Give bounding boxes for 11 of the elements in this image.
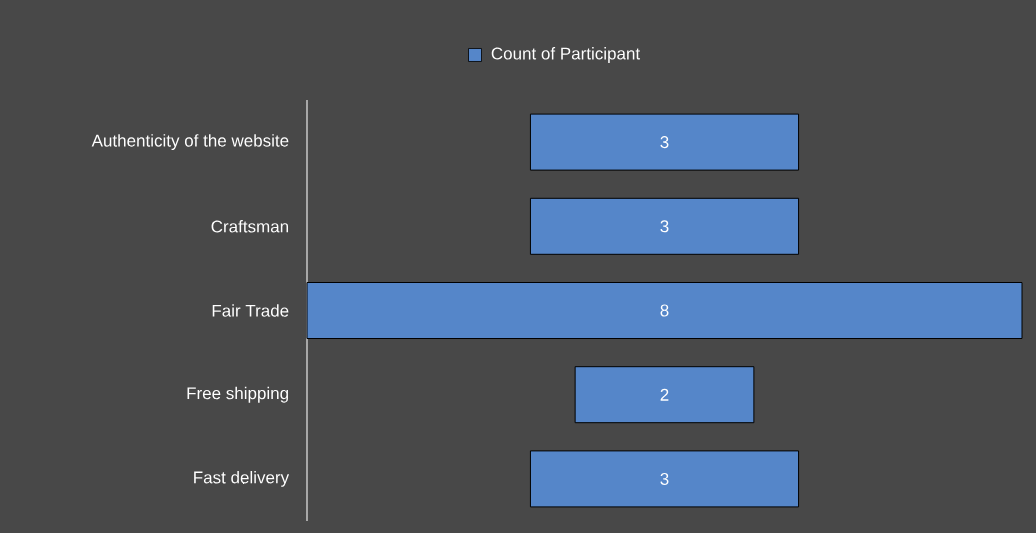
category-label: Authenticity of the website xyxy=(91,134,289,151)
category-label: Fair Trade xyxy=(212,304,289,317)
data-label: 3 xyxy=(660,136,669,149)
category-label: Free shipping xyxy=(187,386,289,403)
data-label: 8 xyxy=(660,304,669,317)
legend-label: Count of Participant xyxy=(491,47,641,63)
category-label: Craftsman xyxy=(211,220,289,233)
data-label: 2 xyxy=(660,388,669,401)
data-label: 3 xyxy=(660,472,669,485)
category-label: Fast delivery xyxy=(194,470,290,487)
data-label: 3 xyxy=(660,220,669,233)
